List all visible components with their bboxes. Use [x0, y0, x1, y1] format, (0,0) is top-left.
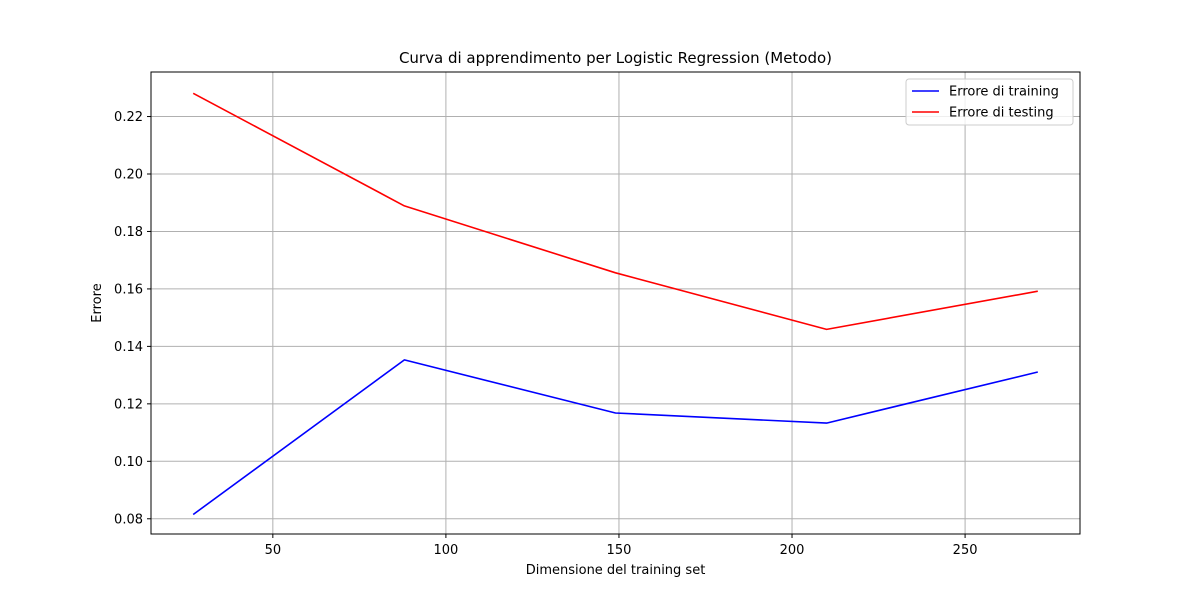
- legend: Errore di training Errore di testing: [905, 78, 1074, 126]
- series-layer: [192, 92, 1038, 516]
- x-tick-label: 100: [433, 543, 458, 558]
- x-tick-label: 200: [780, 543, 805, 558]
- y-tick-label: 0.14: [114, 340, 143, 355]
- y-tick-label: 0.16: [114, 282, 143, 297]
- x-axis-label: Dimensione del training set: [526, 563, 706, 578]
- x-tick-label: 150: [607, 543, 632, 558]
- y-tick-label: 0.10: [114, 455, 143, 470]
- y-tick-label: 0.18: [114, 225, 143, 240]
- y-tick-label: 0.08: [114, 512, 143, 527]
- chart-title: Curva di apprendimento per Logistic Regr…: [399, 49, 832, 67]
- y-axis-label: Errore: [90, 283, 105, 322]
- x-tick-label: 250: [953, 543, 978, 558]
- y-axis: 0.08 0.10 0.12 0.14 0.16 0.18 0.20 0.22: [114, 110, 151, 527]
- series-line-training: [192, 359, 1038, 516]
- y-tick-label: 0.22: [114, 110, 143, 125]
- legend-label: Errore di training: [949, 85, 1059, 100]
- x-axis: 50 100 150 200 250: [265, 534, 978, 558]
- plot-frame: [150, 71, 1081, 535]
- y-tick-label: 0.12: [114, 397, 143, 412]
- series-line-testing: [192, 92, 1038, 331]
- x-tick-label: 50: [265, 543, 282, 558]
- legend-box: [905, 78, 1074, 126]
- grid: [151, 72, 1080, 534]
- legend-label: Errore di testing: [949, 106, 1054, 121]
- y-tick-label: 0.20: [114, 167, 143, 182]
